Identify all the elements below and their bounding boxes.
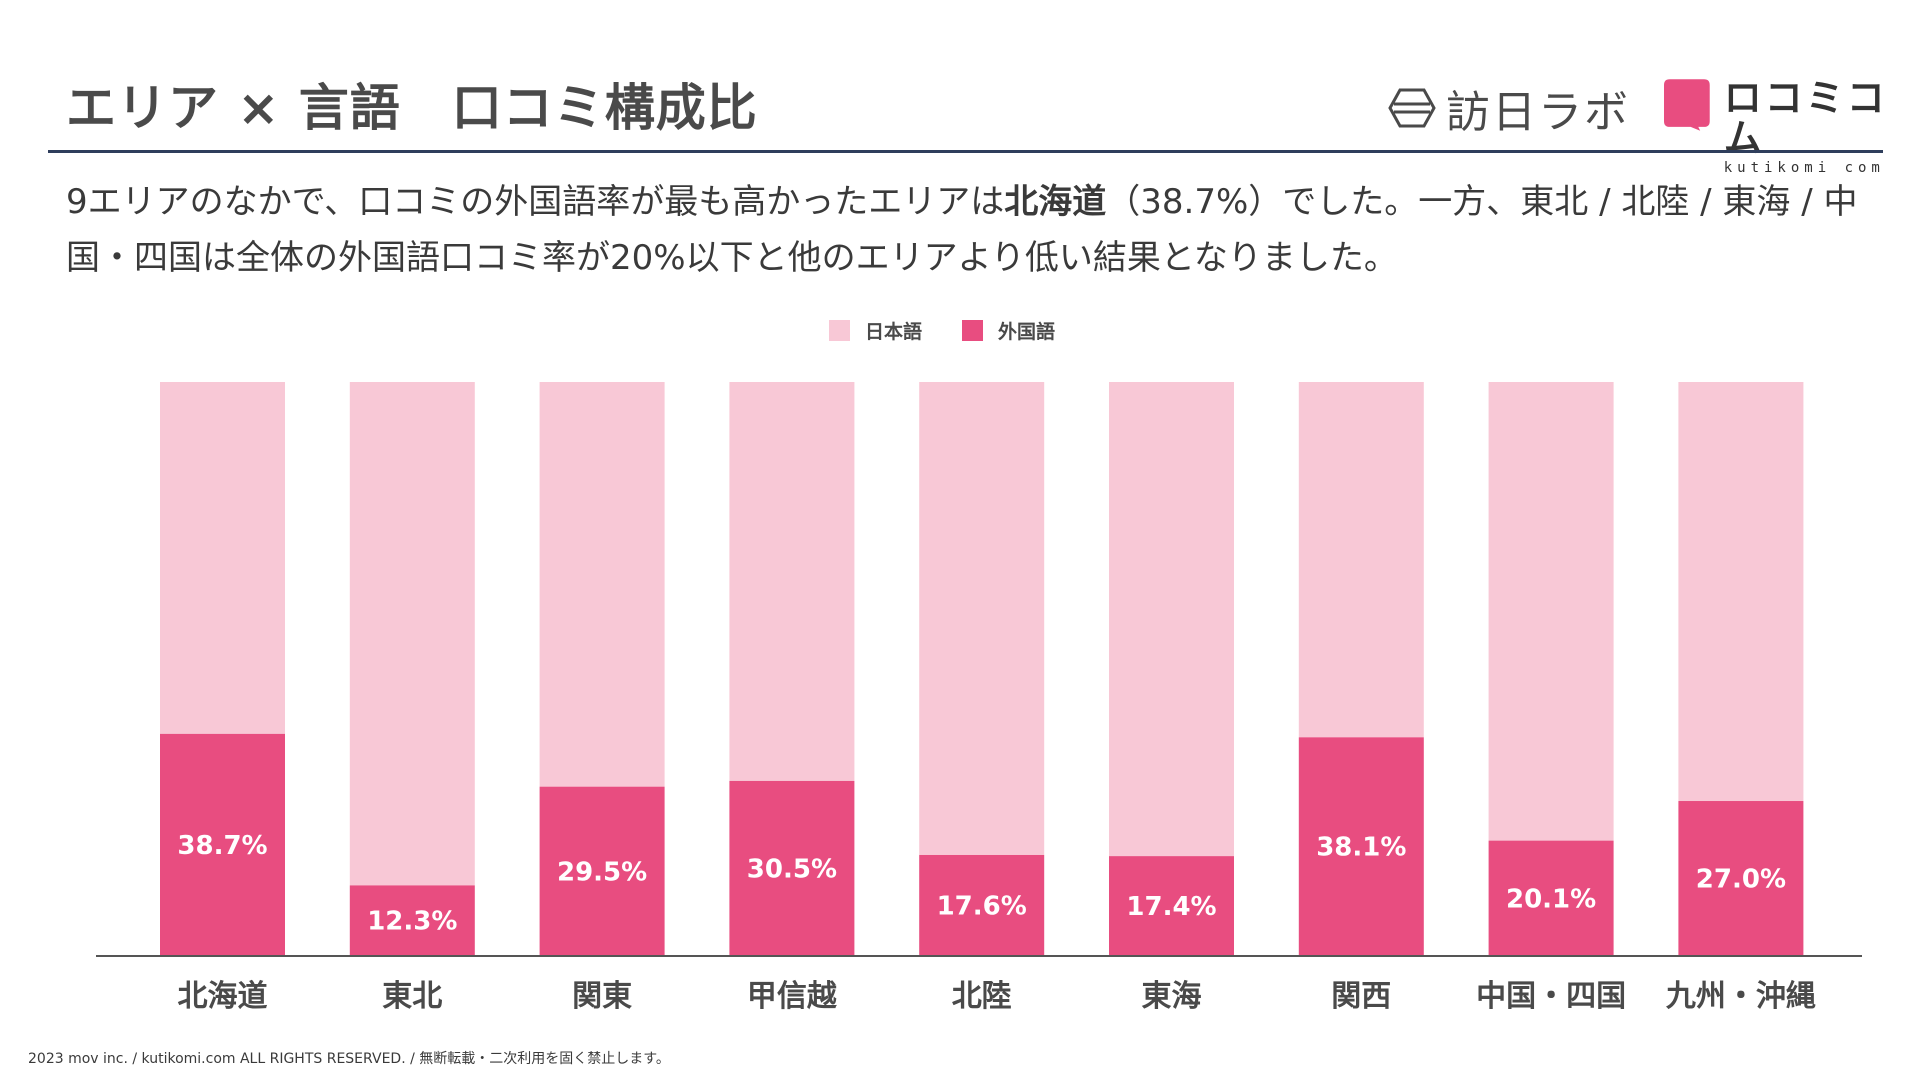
copyright-footer: 2023 mov inc. / kutikomi.com ALL RIGHTS … — [28, 1051, 670, 1067]
category-label-1: 東北 — [382, 979, 442, 1014]
bar-japanese-2 — [539, 382, 665, 787]
data-label-0: 38.7% — [177, 831, 267, 861]
bar-foreign-8 — [1678, 801, 1804, 956]
bar-foreign-6 — [1298, 737, 1424, 956]
hexagon-logo-icon — [1388, 88, 1436, 128]
description-part2: （38.7%）でした。一方、東北 / 北陸 / 東海 / 中国・四国は全体の外国… — [66, 182, 1858, 278]
legend-swatch-0 — [829, 320, 850, 341]
data-label-6: 38.1% — [1316, 833, 1406, 863]
data-label-2: 29.5% — [557, 857, 647, 887]
description-part1: 9エリアのなかで、口コミの外国語率が最も高かったエリアは — [66, 182, 1005, 222]
legend-swatch-1 — [962, 320, 983, 341]
bar-japanese-5 — [1109, 382, 1234, 857]
bar-foreign-5 — [1109, 856, 1234, 956]
data-label-5: 17.4% — [1126, 892, 1216, 922]
houni-lab-logo: 訪日ラボ — [1388, 80, 1630, 138]
data-label-8: 27.0% — [1696, 865, 1786, 895]
category-label-0: 北海道 — [178, 979, 268, 1014]
bar-foreign-0 — [160, 733, 285, 956]
bar-foreign-4 — [919, 854, 1045, 956]
page-title: エリア × 言語 口コミ構成比 — [66, 79, 758, 137]
category-label-8: 九州・沖縄 — [1666, 979, 1816, 1014]
bar-foreign-3 — [729, 780, 855, 956]
data-label-4: 17.6% — [937, 891, 1027, 921]
houni-lab-logo-text: 訪日ラボ — [1446, 87, 1630, 138]
bar-japanese-1 — [349, 382, 475, 886]
category-label-7: 中国・四国 — [1476, 979, 1626, 1014]
category-label-4: 北陸 — [952, 979, 1012, 1014]
bar-japanese-6 — [1298, 382, 1424, 738]
data-label-7: 20.1% — [1506, 884, 1596, 914]
bar-foreign-1 — [349, 885, 475, 956]
data-label-3: 30.5% — [747, 854, 837, 884]
description-highlight: 北海道 — [1004, 182, 1107, 222]
bar-japanese-0 — [160, 382, 285, 734]
bar-japanese-3 — [729, 382, 855, 781]
legend-label-0: 日本語 — [865, 320, 922, 343]
bar-foreign-7 — [1488, 840, 1614, 956]
stacked-bar-chart: 日本語 外国語 38.7% 北海道 12.3% 東北 29.5% 関東 30.5% 甲信越 17.6… — [96, 320, 1862, 1014]
kutikomi-logo-subtext: kutikomi com — [1723, 160, 1885, 176]
bar-japanese-7 — [1488, 382, 1614, 841]
speech-bubble-logo-icon — [1664, 79, 1710, 131]
kutikomi-logo: ロコミコム kutikomi com — [1664, 78, 1919, 176]
data-label-1: 12.3% — [367, 907, 457, 937]
category-label-6: 関西 — [1331, 979, 1391, 1014]
category-label-5: 東海 — [1142, 979, 1202, 1014]
category-label-3: 甲信越 — [747, 979, 838, 1014]
bar-japanese-8 — [1678, 382, 1804, 802]
header-divider — [48, 150, 1883, 153]
category-label-2: 関東 — [572, 979, 632, 1014]
bar-foreign-2 — [539, 786, 665, 956]
description: 9エリアのなかで、口コミの外国語率が最も高かったエリアは北海道（38.7%）でし… — [66, 174, 1866, 286]
bar-japanese-4 — [919, 382, 1045, 855]
legend-label-1: 外国語 — [998, 320, 1055, 343]
